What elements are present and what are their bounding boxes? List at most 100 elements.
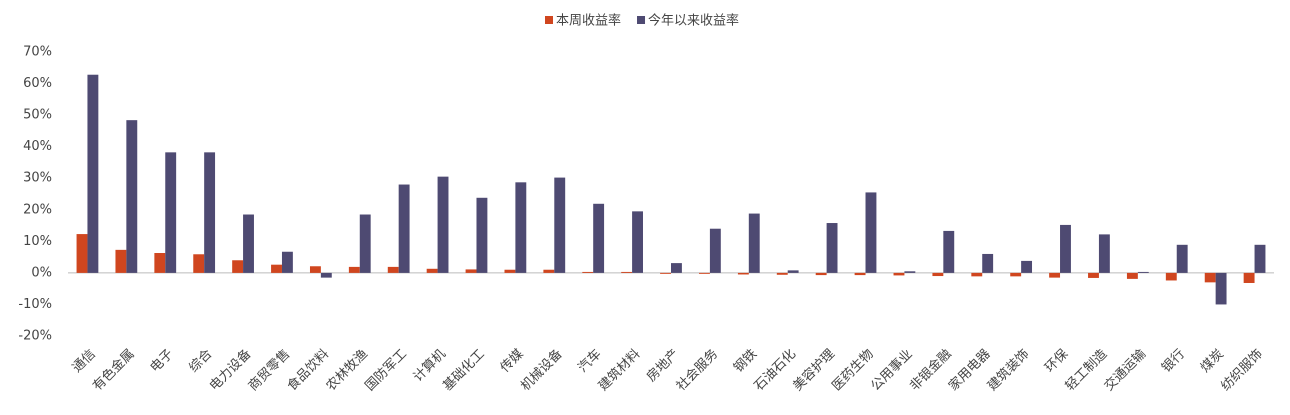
- x-tick-label: 环保: [1042, 347, 1071, 376]
- bar: [737, 272, 749, 275]
- bar: [1204, 272, 1216, 283]
- x-tick-label: 社会服务: [673, 346, 721, 394]
- x-tick-label: 交通运输: [1101, 346, 1149, 394]
- legend-swatch: [545, 16, 553, 24]
- x-tick-label: 基础化工: [440, 347, 487, 394]
- bar: [232, 260, 244, 273]
- bar: [621, 271, 633, 273]
- bar: [1243, 272, 1255, 283]
- legend-swatch: [637, 16, 646, 24]
- legend-label: 今年以来收益率: [648, 13, 739, 29]
- bar: [398, 184, 410, 273]
- x-tick-label: 非银金融: [907, 346, 955, 394]
- bar: [865, 192, 877, 273]
- x-tick-label: 公用事业: [868, 347, 915, 394]
- y-tick-label: -20%: [18, 329, 52, 344]
- x-tick-label: 煤炭: [1198, 347, 1227, 376]
- x-tick-label: 商贸零售: [245, 346, 293, 394]
- bar: [426, 268, 438, 273]
- x-tick-label: 食品饮料: [284, 346, 332, 394]
- y-tick-label: 0%: [31, 265, 52, 280]
- bar: [87, 74, 99, 273]
- bar: [1165, 272, 1177, 281]
- bar: [543, 269, 555, 273]
- x-tick-label: 电子: [148, 347, 177, 376]
- bar: [582, 271, 594, 273]
- y-tick-label: 40%: [23, 139, 52, 154]
- bar: [348, 266, 360, 273]
- bar: [787, 270, 799, 273]
- bar: [1137, 271, 1149, 273]
- x-tick-label: 有色金属: [90, 346, 138, 394]
- y-tick-label: 50%: [23, 108, 52, 123]
- x-tick-label: 电力设备: [206, 346, 254, 394]
- x-tick-label: 建筑材料: [595, 346, 643, 394]
- bar: [1215, 272, 1227, 305]
- bar: [1254, 244, 1266, 273]
- y-tick-label: 10%: [23, 234, 52, 249]
- x-tick-label: 石油石化: [752, 347, 799, 394]
- x-tick-label: 计算机: [411, 347, 449, 385]
- x-tick-label: 银行: [1159, 347, 1188, 376]
- bar: [504, 269, 516, 273]
- x-tick-label: 汽车: [575, 346, 605, 376]
- bar: [359, 214, 371, 273]
- bar: [1088, 272, 1099, 278]
- bar: [465, 269, 477, 273]
- bar: [154, 253, 166, 273]
- bar: [748, 213, 760, 273]
- bar: [971, 272, 983, 277]
- bar: [854, 272, 866, 276]
- y-tick-label: 70%: [23, 45, 52, 60]
- bar: [982, 253, 994, 273]
- bar: [309, 266, 321, 273]
- bar: [671, 263, 682, 273]
- bar: [243, 214, 254, 273]
- y-tick-label: 60%: [23, 76, 52, 91]
- x-tick-label: 房地产: [643, 346, 682, 385]
- bar: [281, 251, 293, 273]
- bar: [515, 182, 527, 273]
- x-tick-label: 机械设备: [517, 346, 565, 394]
- bar: [815, 272, 827, 276]
- x-tick-label: 钢铁: [731, 347, 760, 376]
- bar: [593, 203, 605, 273]
- bar: [932, 272, 944, 277]
- y-tick-label: -10%: [18, 297, 52, 312]
- x-tick-label: 传媒: [498, 347, 527, 376]
- bar: [893, 272, 905, 276]
- bar: [632, 211, 643, 273]
- bar: [1098, 234, 1110, 273]
- x-tick-label: 纺织服饰: [1218, 347, 1265, 394]
- legend-label: 本周收益率: [556, 13, 621, 29]
- x-tick-label: 医药生物: [829, 347, 876, 394]
- x-tick-label: 通信: [70, 347, 99, 376]
- bar: [699, 272, 710, 274]
- bar: [476, 197, 488, 273]
- bar: [126, 120, 138, 273]
- bar: [437, 176, 449, 273]
- x-tick-label: 家用电器: [945, 346, 993, 394]
- bar: [387, 266, 399, 273]
- bar: [1049, 272, 1061, 278]
- bar: [1176, 244, 1188, 273]
- bar: [271, 264, 282, 273]
- bar: [1021, 260, 1033, 273]
- x-tick-label: 国防军工: [362, 346, 410, 394]
- bar: [320, 272, 332, 278]
- y-tick-label: 30%: [23, 171, 52, 186]
- bar: [165, 152, 177, 273]
- bar: [776, 272, 788, 275]
- bar: [554, 177, 566, 273]
- y-tick-label: 20%: [23, 202, 52, 217]
- x-tick-label: 综合: [186, 347, 215, 376]
- bar: [826, 223, 838, 273]
- bar: [943, 230, 955, 273]
- bar: [1126, 272, 1138, 279]
- x-tick-label: 轻工制造: [1063, 347, 1110, 394]
- bar: [904, 271, 916, 273]
- bar: [115, 249, 127, 273]
- x-tick-label: 农林牧渔: [324, 347, 371, 394]
- bar: [1010, 272, 1022, 277]
